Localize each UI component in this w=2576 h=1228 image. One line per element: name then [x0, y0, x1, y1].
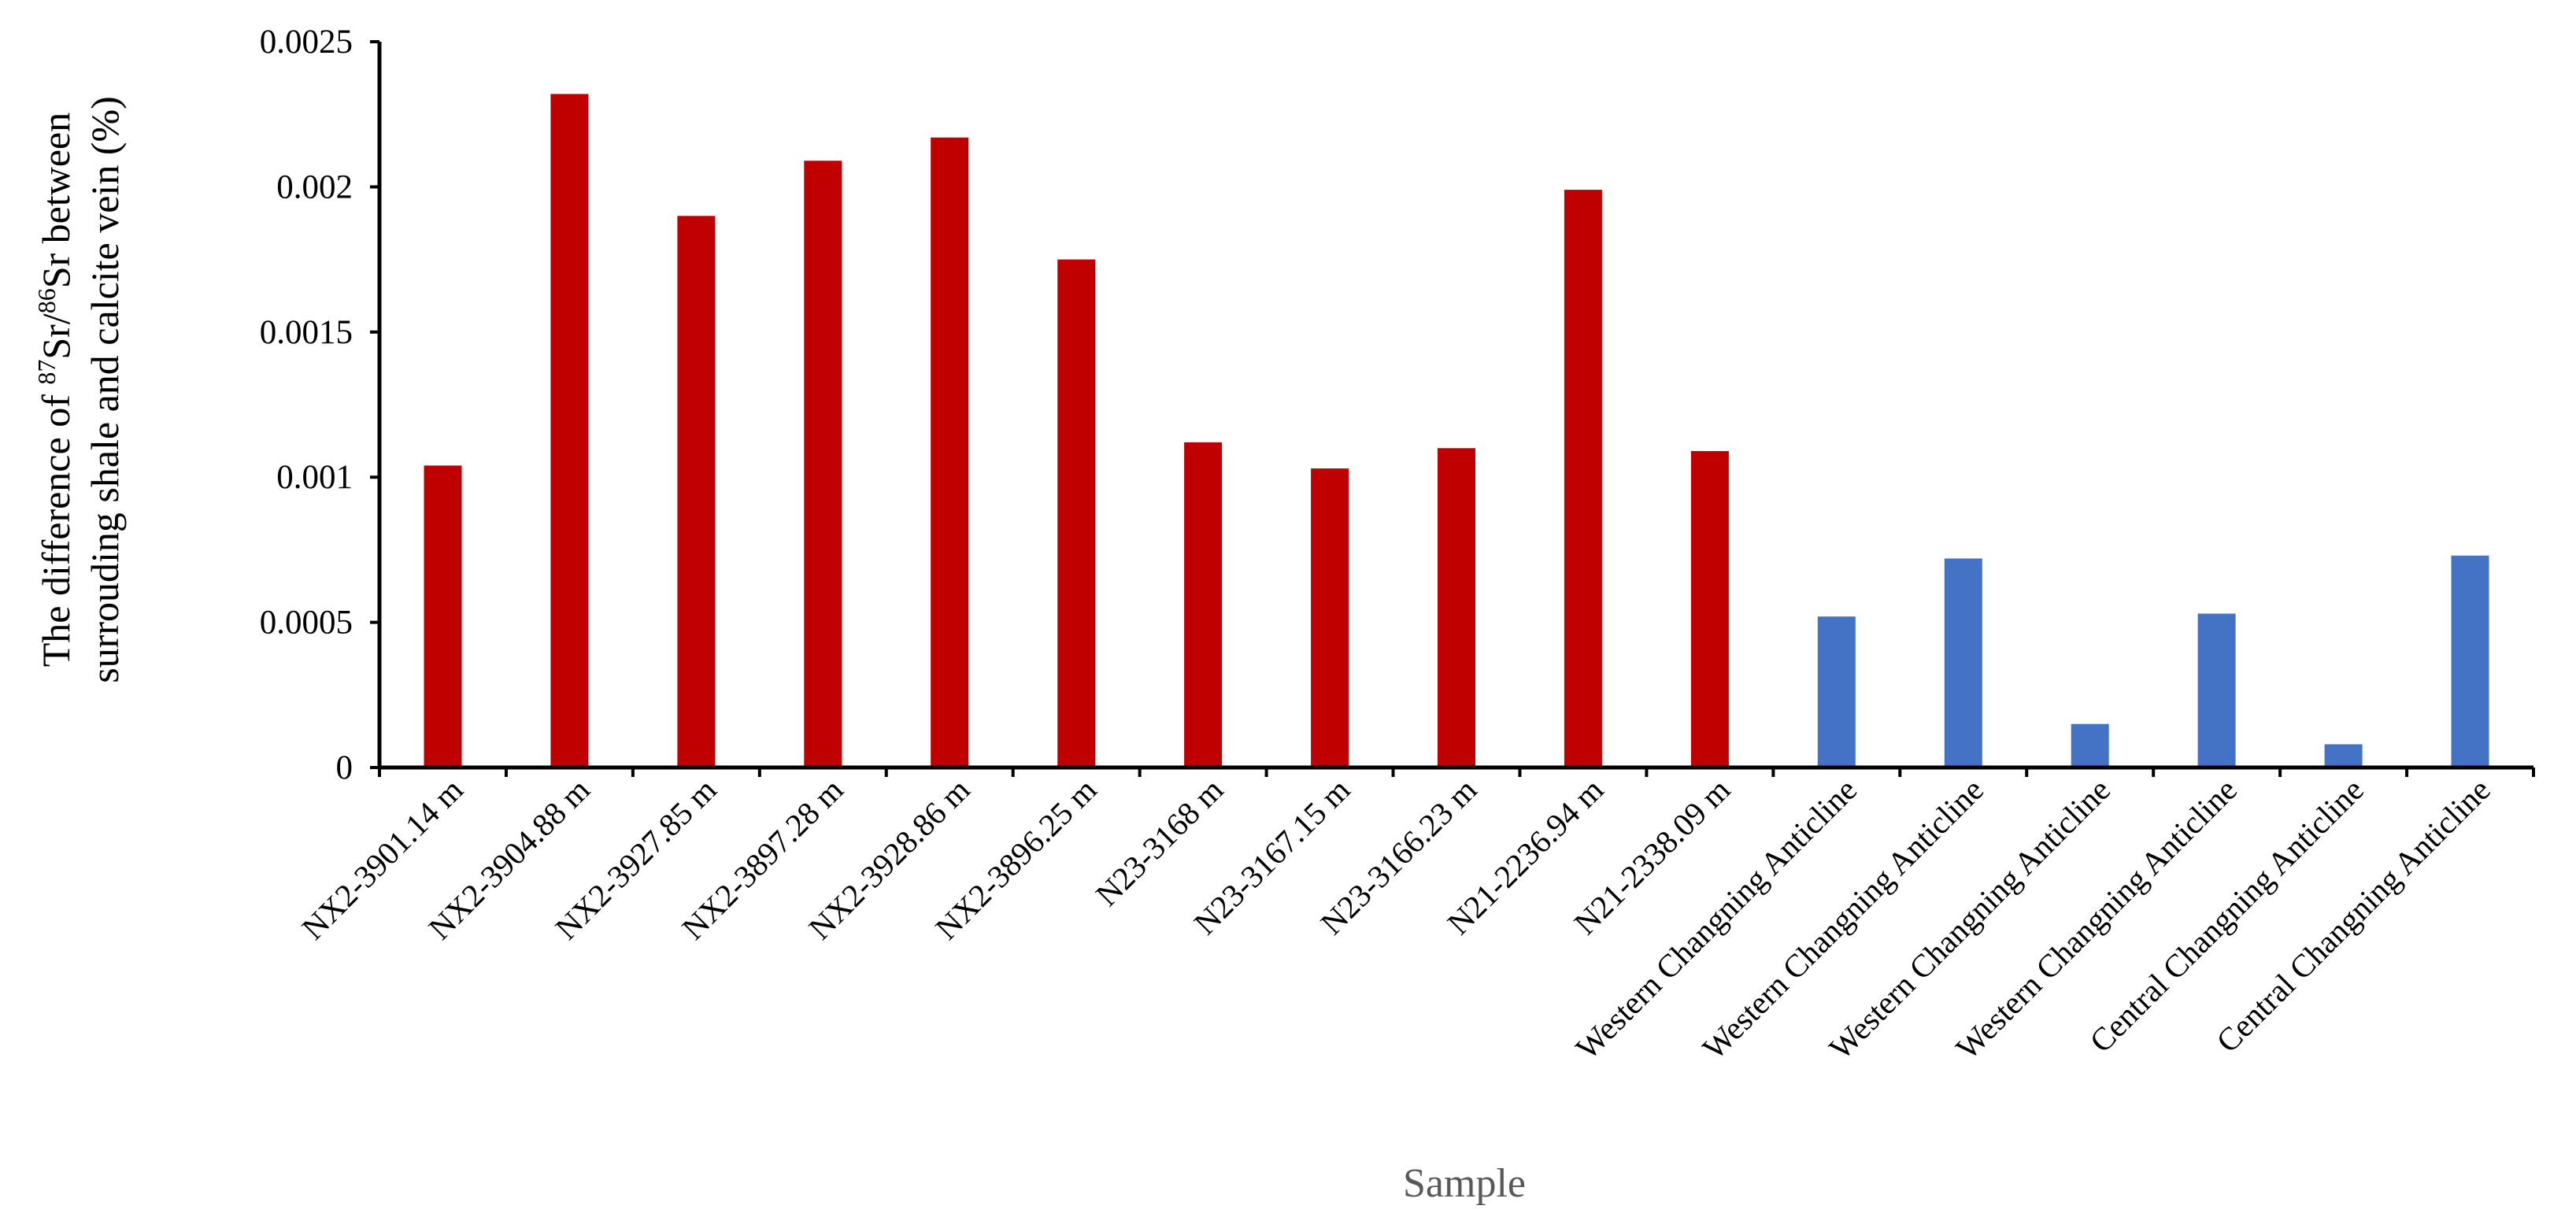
x-tick-label: N23-3168 m [1089, 771, 1231, 913]
bar-9 [1438, 448, 1475, 768]
y-tick-label: 0.001 [276, 459, 353, 496]
bar-7 [1184, 442, 1223, 768]
bar-6 [1057, 259, 1096, 768]
bars-group [424, 94, 2489, 768]
y-title-sup-87: 87 [32, 360, 61, 385]
y-tick-label: 0.0005 [260, 605, 353, 642]
y-title-part-2: Sr/ [34, 313, 78, 359]
x-axis-title: Sample [1403, 1161, 1526, 1206]
axes-group [377, 42, 2533, 770]
y-axis-title-line1: The difference of 87Sr/86Sr between [32, 113, 78, 668]
y-title-sup-86: 86 [32, 288, 61, 313]
bar-3 [677, 216, 716, 768]
bar-12 [1817, 616, 1856, 768]
y-axis-title-line2: surrouding shale and calcite vein (%) [83, 96, 127, 683]
y-title-part-1: The difference of [34, 385, 78, 668]
bar-14 [2071, 723, 2109, 768]
x-tick-label: Central Changning Anticline [2209, 771, 2497, 1060]
bar-2 [550, 94, 589, 768]
bar-13 [1944, 558, 1982, 768]
bar-1 [424, 465, 462, 768]
x-ticks-group [378, 768, 2535, 777]
bar-17 [2451, 555, 2489, 768]
y-tick-label: 0.002 [276, 168, 353, 205]
y-ticks-group: 0 0.0005 0.001 0.0015 0.002 0.0025 [260, 24, 379, 786]
bar-16 [2324, 744, 2363, 768]
y-tick-label: 0 [336, 749, 353, 786]
bar-8 [1311, 468, 1349, 768]
y-axis-title: The difference of 87Sr/86Sr between surr… [32, 96, 127, 683]
y-tick-label: 0.0015 [260, 314, 353, 351]
y-tick-label: 0.0025 [260, 24, 353, 61]
bar-10 [1564, 190, 1602, 768]
y-title-part-3: Sr between [34, 113, 78, 289]
bar-11 [1690, 451, 1729, 768]
bar-15 [2197, 613, 2236, 768]
bar-4 [804, 161, 842, 768]
bar-5 [931, 137, 969, 768]
